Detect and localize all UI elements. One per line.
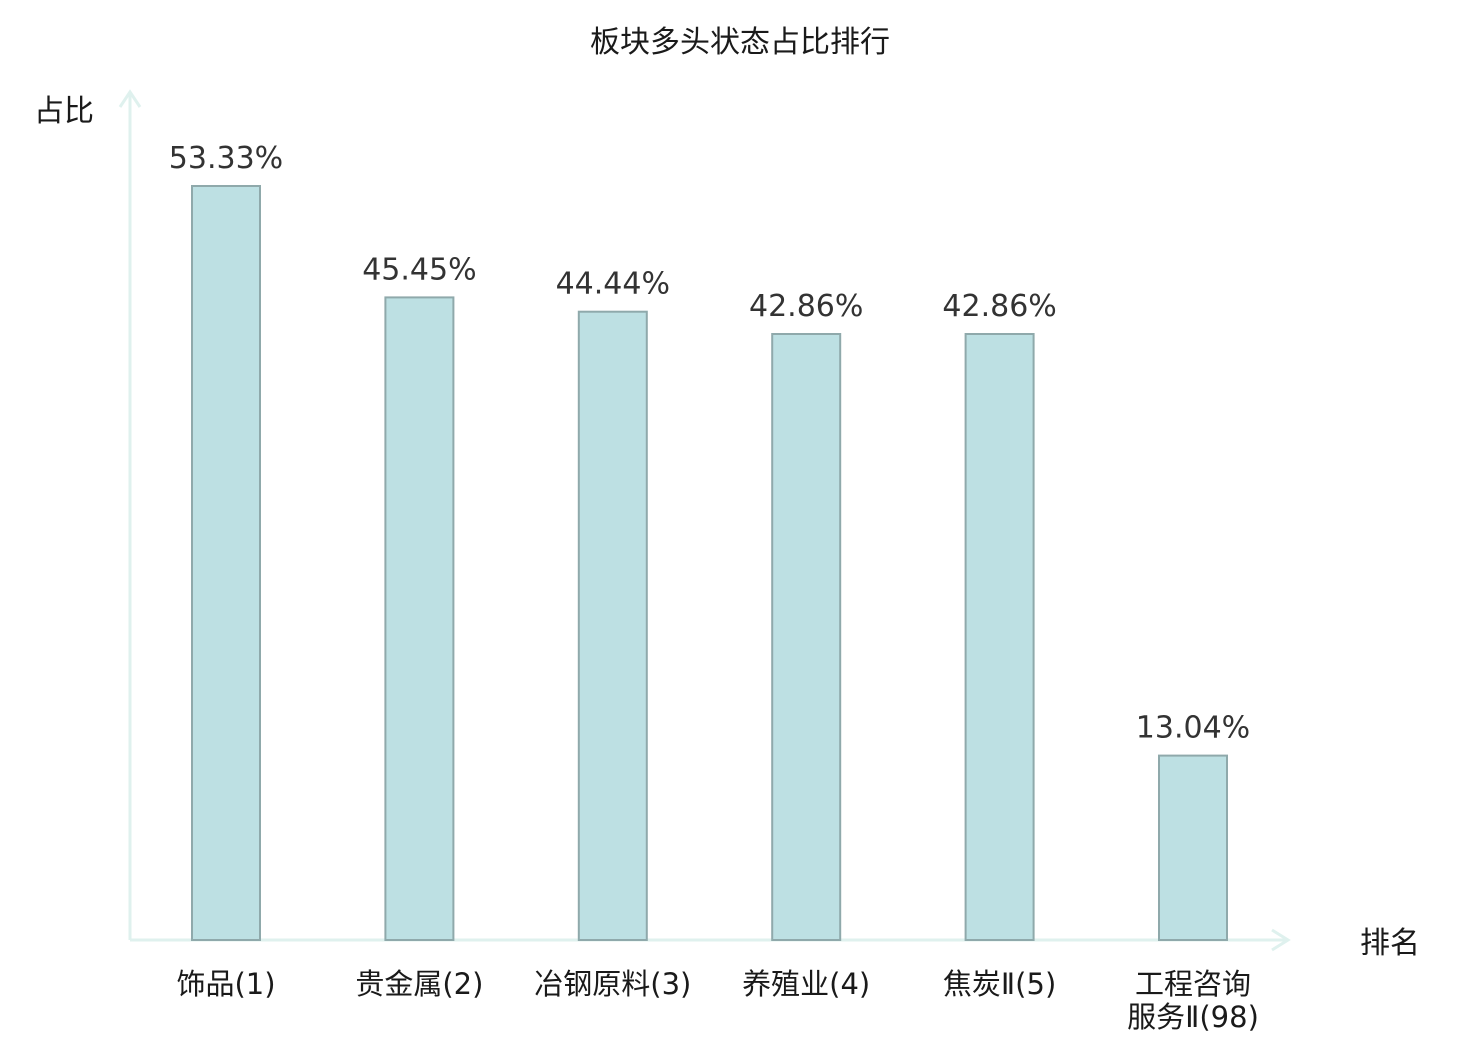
y-axis-arrowhead: [118, 89, 142, 108]
bar: [771, 333, 842, 941]
category-label: 贵金属(2): [355, 967, 483, 1001]
bars-group: [191, 185, 1228, 941]
category-label: 工程咨询: [1135, 967, 1251, 1001]
y-axis-label: 占比: [34, 94, 94, 129]
chart-title: 板块多头状态占比排行: [590, 25, 890, 60]
value-label: 45.45%: [362, 252, 476, 287]
category-label: 焦炭Ⅱ(5): [943, 967, 1056, 1001]
bar: [964, 333, 1035, 941]
bar: [577, 310, 648, 941]
category-label: 冶钢原料(3): [534, 967, 691, 1001]
x-axis-arrowhead: [1271, 928, 1291, 952]
value-label: 42.86%: [749, 289, 863, 324]
value-label: 42.86%: [942, 289, 1056, 324]
value-labels-group: 53.33% 45.45% 44.44% 42.86% 42.86% 13.04%: [169, 141, 1250, 746]
value-label: 13.04%: [1136, 711, 1250, 746]
bar: [191, 185, 261, 941]
bar: [384, 296, 455, 941]
category-label: 养殖业(4): [742, 967, 870, 1001]
bar: [1158, 754, 1228, 941]
category-labels-group: 饰品(1) 贵金属(2) 冶钢原料(3) 养殖业(4) 焦炭Ⅱ(5) 工程咨询服务Ⅱ(98…: [176, 967, 1258, 1034]
category-label: 服务Ⅱ(98): [1127, 1000, 1259, 1034]
x-axis-label: 排名: [1360, 926, 1420, 961]
value-label: 53.33%: [169, 141, 283, 176]
category-label: 饰品(1): [176, 967, 275, 1001]
value-label: 44.44%: [556, 267, 670, 302]
